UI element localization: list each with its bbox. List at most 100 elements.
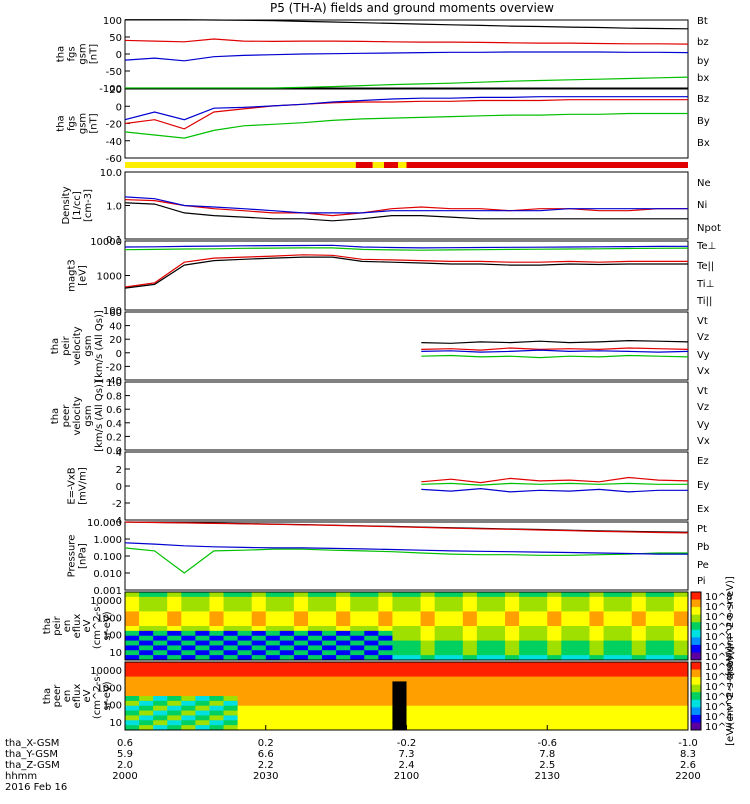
spectrogram-cell xyxy=(195,686,210,692)
spectrogram-cell xyxy=(293,626,309,632)
spectrogram-cell xyxy=(307,640,323,646)
spectrogram-cell xyxy=(547,700,562,707)
spectrogram-cell xyxy=(533,662,548,668)
spectrogram-cell xyxy=(490,645,506,651)
spectrogram-cell xyxy=(589,691,605,697)
y-tick-label: 1000 xyxy=(97,613,122,624)
spectrogram-cell xyxy=(322,700,337,707)
spectrogram-cell xyxy=(659,705,675,712)
spectrogram-cell xyxy=(336,611,351,617)
spectrogram-cell xyxy=(125,696,140,702)
spectrogram-cell xyxy=(364,645,379,651)
spectrogram-cell xyxy=(673,640,689,646)
spectrogram-cell xyxy=(448,601,464,608)
spectrogram-cell xyxy=(420,715,436,721)
spectrogram-cell xyxy=(575,616,590,622)
legend-entry: Ni xyxy=(697,200,707,211)
mode-bar-segment xyxy=(355,162,373,168)
spectrogram-cell xyxy=(476,601,492,608)
spectrogram-cell xyxy=(181,691,196,697)
spectrogram-cell xyxy=(617,626,633,632)
spectrogram-cell xyxy=(139,630,154,637)
spectrogram-cell xyxy=(125,640,140,646)
spectrogram-cell xyxy=(251,681,267,687)
spectrogram-cell xyxy=(392,705,407,712)
spectrogram-cell xyxy=(645,691,661,697)
spectrogram-cell xyxy=(476,725,492,731)
spectrogram-cell xyxy=(406,616,422,622)
panel-frame xyxy=(124,311,689,381)
spectrogram-cell xyxy=(392,630,407,637)
spectrogram-cell xyxy=(659,596,675,603)
y-tick-label: 1.000 xyxy=(93,535,122,546)
spectrogram-cell xyxy=(659,666,675,673)
spectrogram-cell xyxy=(659,592,675,598)
spectrogram-cell xyxy=(603,710,619,716)
spectrogram-cell xyxy=(575,596,590,603)
spectrogram-cell xyxy=(378,611,393,617)
spectrogram-cell xyxy=(561,691,576,697)
spectrogram-cell xyxy=(645,725,661,731)
spectrogram-cell xyxy=(279,596,295,603)
spectrogram-cell xyxy=(631,650,647,656)
spectrogram-cell xyxy=(617,686,633,692)
x-tick-label: 6.6 xyxy=(258,749,274,760)
spectrogram-cell xyxy=(673,720,689,726)
spectrogram-cell xyxy=(350,630,365,637)
y-label-line: peir xyxy=(52,615,63,635)
spectrogram-cell xyxy=(350,640,365,646)
y-label-line: (cm^2-s- xyxy=(92,672,103,719)
spectrogram-cell xyxy=(307,655,323,661)
spectrogram-cell xyxy=(139,626,154,632)
spectrogram-cell xyxy=(237,705,253,712)
spectrogram-cell xyxy=(561,700,576,707)
spectrogram-cell xyxy=(673,592,689,598)
spectrogram-cell xyxy=(293,710,309,716)
spectrogram-cell xyxy=(364,630,379,637)
spectrogram-cell xyxy=(434,720,450,726)
spectrogram-cell xyxy=(350,662,365,668)
spectrogram-cell xyxy=(533,715,548,721)
spectrogram-cell xyxy=(533,666,548,673)
y-tick-label: 1000 xyxy=(97,272,122,283)
spectrogram-cell xyxy=(462,696,478,702)
series-line-te xyxy=(124,254,688,288)
x-tick-label: -0.2 xyxy=(397,738,417,749)
spectrogram-cell xyxy=(561,705,576,712)
mode-bar xyxy=(125,162,688,168)
spectrogram-cell xyxy=(209,681,225,687)
spectrogram-cell xyxy=(547,671,562,678)
spectrogram-cell xyxy=(181,616,196,622)
spectrogram-cell xyxy=(378,596,393,603)
spectrogram-cell xyxy=(505,606,520,612)
spectrogram-cell xyxy=(153,725,168,731)
y-label-line: [nPa] xyxy=(78,543,89,569)
spectrogram-cell xyxy=(673,705,689,712)
series-line-ez xyxy=(421,476,689,484)
spectrogram-cell xyxy=(434,725,450,731)
spectrogram-cell xyxy=(378,681,393,687)
spectrogram-cell xyxy=(462,686,478,692)
spectrogram-cell xyxy=(406,720,422,726)
spectrogram-cell xyxy=(181,630,196,637)
colorbar-segment xyxy=(691,614,701,623)
spectrogram-cell xyxy=(519,705,534,712)
spectrogram-cell xyxy=(139,671,154,678)
spectrogram-cell xyxy=(293,621,309,627)
spectrogram-cell xyxy=(575,681,590,687)
spectrogram-cell xyxy=(533,700,548,707)
spectrogram-cell xyxy=(645,715,661,721)
x-tick-label: 2.6 xyxy=(680,760,696,771)
spectrogram-cell xyxy=(631,671,647,678)
spectrogram-cell xyxy=(350,611,365,617)
spectrogram-cell xyxy=(181,681,196,687)
spectrogram-cell xyxy=(307,720,323,726)
spectrogram-cell xyxy=(448,650,464,656)
spectrogram-cell xyxy=(195,696,210,702)
legend-entry: Vt xyxy=(697,386,708,397)
spectrogram-cell xyxy=(434,592,450,598)
spectrogram-cell xyxy=(561,621,576,627)
legend-entry: Vx xyxy=(697,436,710,447)
spectrogram-cell xyxy=(519,645,534,651)
spectrogram-cell xyxy=(420,606,436,612)
